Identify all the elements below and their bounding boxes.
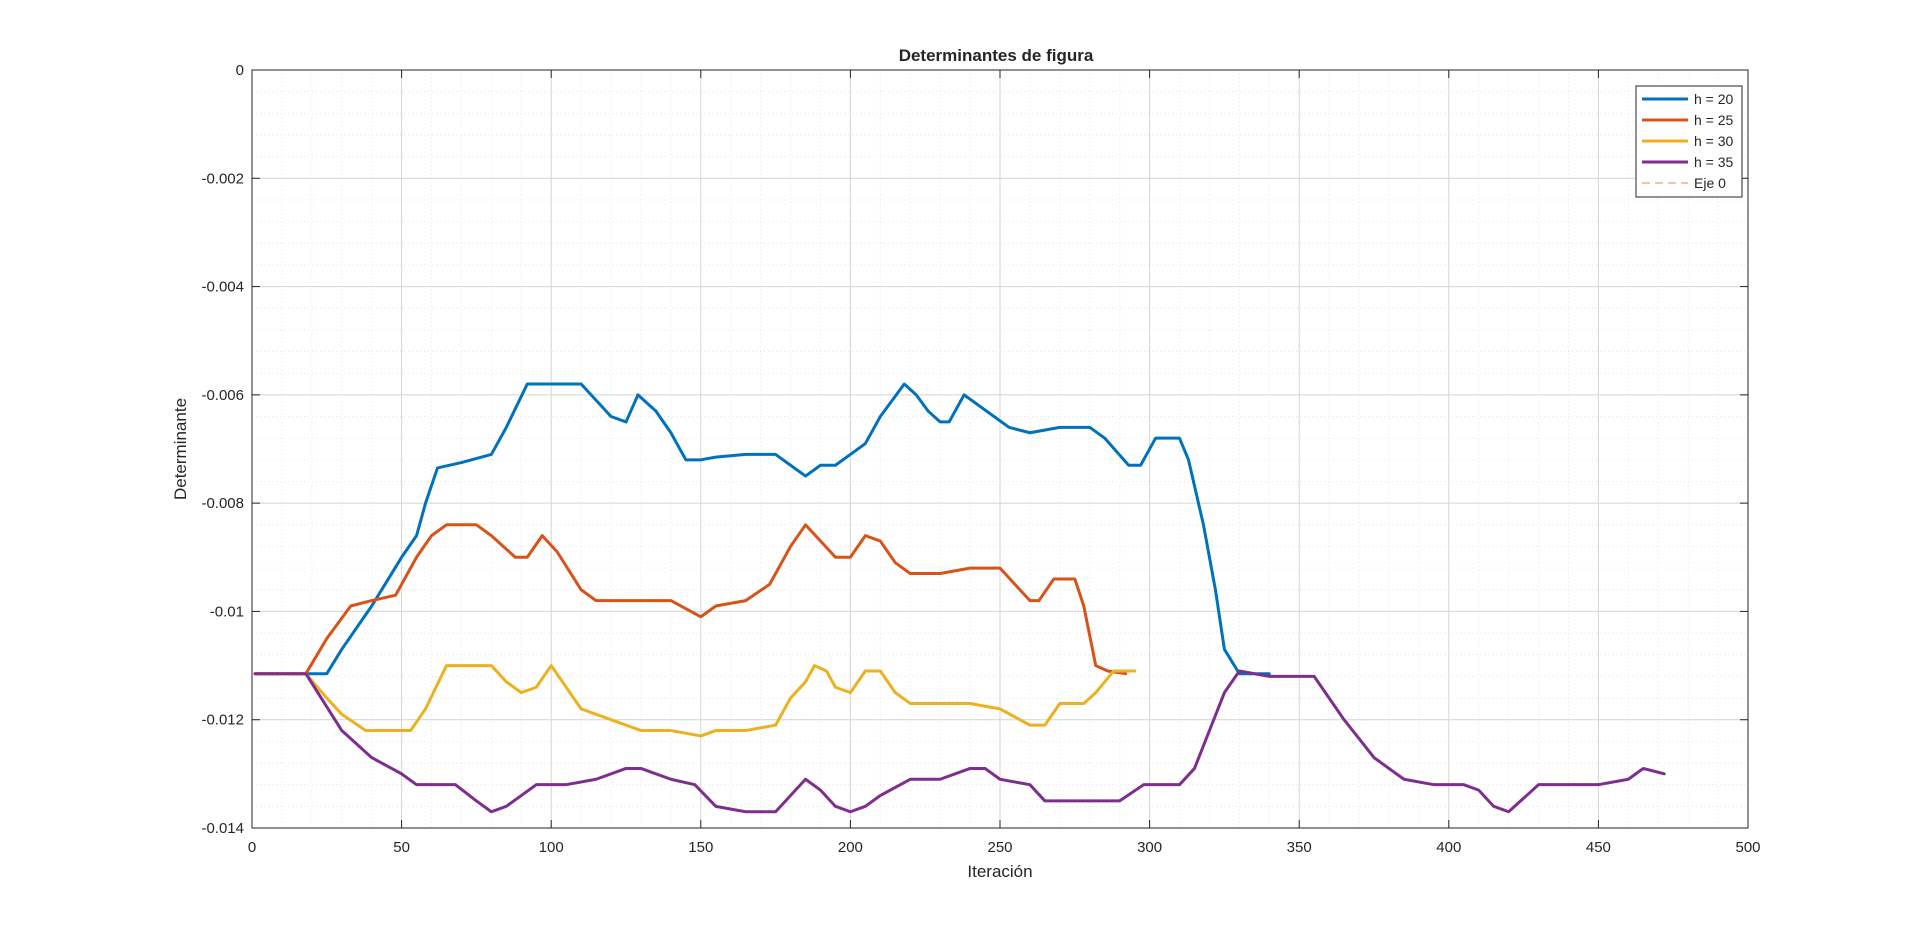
- series-line-4: [253, 669, 1666, 814]
- x-tick-labels: 0 50 100 150 200 250 300 350 400 450 500: [248, 839, 1761, 856]
- y-tick-label: -0.002: [201, 170, 244, 187]
- y-tick-label: -0.008: [201, 495, 244, 512]
- legend-entry: h = 20: [1694, 91, 1734, 107]
- legend-entry: h = 25: [1694, 112, 1734, 128]
- x-tick-label: 300: [1137, 839, 1162, 856]
- x-tick-label: 350: [1287, 839, 1312, 856]
- series-line-1: [253, 382, 1271, 676]
- x-tick-label: 100: [539, 839, 564, 856]
- axis-ticks: [251, 69, 1749, 829]
- legend-entry: Eje 0: [1694, 175, 1726, 191]
- legend-entry: h = 30: [1694, 133, 1734, 149]
- x-tick-label: 400: [1436, 839, 1461, 856]
- x-tick-label: 150: [688, 839, 713, 856]
- x-tick-label: 450: [1586, 839, 1611, 856]
- x-tick-label: 250: [987, 839, 1012, 856]
- y-tick-label: -0.004: [201, 279, 244, 296]
- x-tick-label: 0: [248, 839, 256, 856]
- y-tick-labels: 0 -0.002 -0.004 -0.006 -0.008 -0.01 -0.012 -0.0…: [201, 62, 244, 837]
- y-tick-label: 0: [236, 62, 244, 79]
- x-tick-label: 50: [393, 839, 410, 856]
- x-tick-label: 200: [838, 839, 863, 856]
- y-tick-label: -0.01: [210, 603, 244, 620]
- series-line-3: [253, 664, 1137, 738]
- y-tick-label: -0.014: [201, 820, 244, 837]
- y-axis-label: Determinante: [171, 398, 190, 500]
- legend: h = 20 h = 25 h = 30 h = 35 Eje 0: [1635, 85, 1743, 198]
- y-tick-label: -0.012: [201, 712, 244, 729]
- x-axis-label: Iteración: [967, 862, 1032, 881]
- series-line-2: [253, 523, 1128, 676]
- y-tick-label: -0.006: [201, 387, 244, 404]
- legend-entry: h = 35: [1694, 154, 1734, 170]
- chart-title: Determinantes de figura: [899, 46, 1094, 65]
- x-tick-label: 500: [1735, 839, 1760, 856]
- series-layer: [252, 69, 1748, 814]
